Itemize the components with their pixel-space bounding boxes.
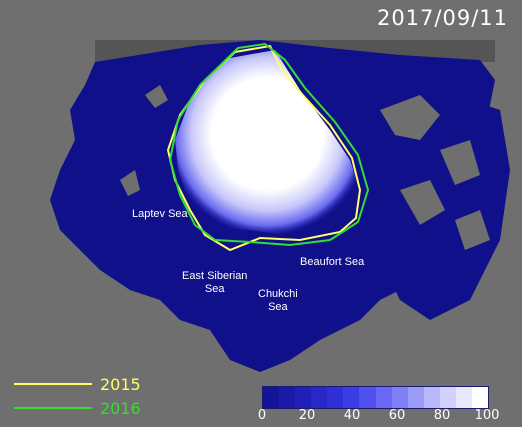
colorbar-swatch [295, 387, 312, 408]
east-siberian-sea-label: East Siberian Sea [182, 270, 247, 296]
colorbar-swatch [327, 387, 344, 408]
islands [120, 85, 490, 250]
colorbar-swatch [375, 387, 392, 408]
colorbar-swatch [391, 387, 408, 408]
east-siberian-line2: Sea [204, 283, 225, 295]
colorbar-swatch [423, 387, 440, 408]
colorbar-swatch [359, 387, 376, 408]
colorbar-tick-label: 20 [298, 408, 316, 423]
contour-2016 [168, 42, 370, 247]
colorbar-tick-label: 60 [388, 408, 406, 423]
chukchi-line2: Sea [268, 301, 288, 313]
colorbar-tick-label: 100 [474, 408, 500, 423]
colorbar-swatch [279, 387, 296, 408]
colorbar-tick-label: 0 [257, 408, 267, 423]
concentration-colorbar [262, 386, 489, 409]
sea-ice-extent [175, 50, 360, 236]
colorbar-swatch [343, 387, 360, 408]
laptev-sea-label: Laptev Sea [132, 208, 188, 220]
legend-item-2015: 2015 [14, 374, 141, 394]
legend-line-2016 [14, 407, 92, 409]
colorbar-tick-label: 80 [433, 408, 451, 423]
colorbar-tick-label: 40 [343, 408, 361, 423]
colorbar-swatch [263, 387, 280, 408]
chukchi-line1: Chukchi [258, 288, 298, 300]
east-siberian-line1: East Siberian [182, 270, 248, 282]
legend-line-2015 [14, 383, 92, 385]
beaufort-sea-label: Beaufort Sea [300, 256, 365, 268]
date-label: 2017/09/11 [376, 6, 508, 30]
contour-2015 [166, 44, 362, 252]
colorbar-swatch [311, 387, 328, 408]
colorbar-swatch [455, 387, 473, 408]
colorbar-swatch [472, 387, 489, 408]
colorbar-swatch [439, 387, 456, 408]
legend-label-2015: 2015 [100, 374, 141, 394]
legend-item-2016: 2016 [14, 398, 141, 418]
colorbar-swatch [407, 387, 424, 408]
legend-label-2016: 2016 [100, 398, 141, 418]
chukchi-sea-label: Chukchi Sea [258, 288, 298, 314]
